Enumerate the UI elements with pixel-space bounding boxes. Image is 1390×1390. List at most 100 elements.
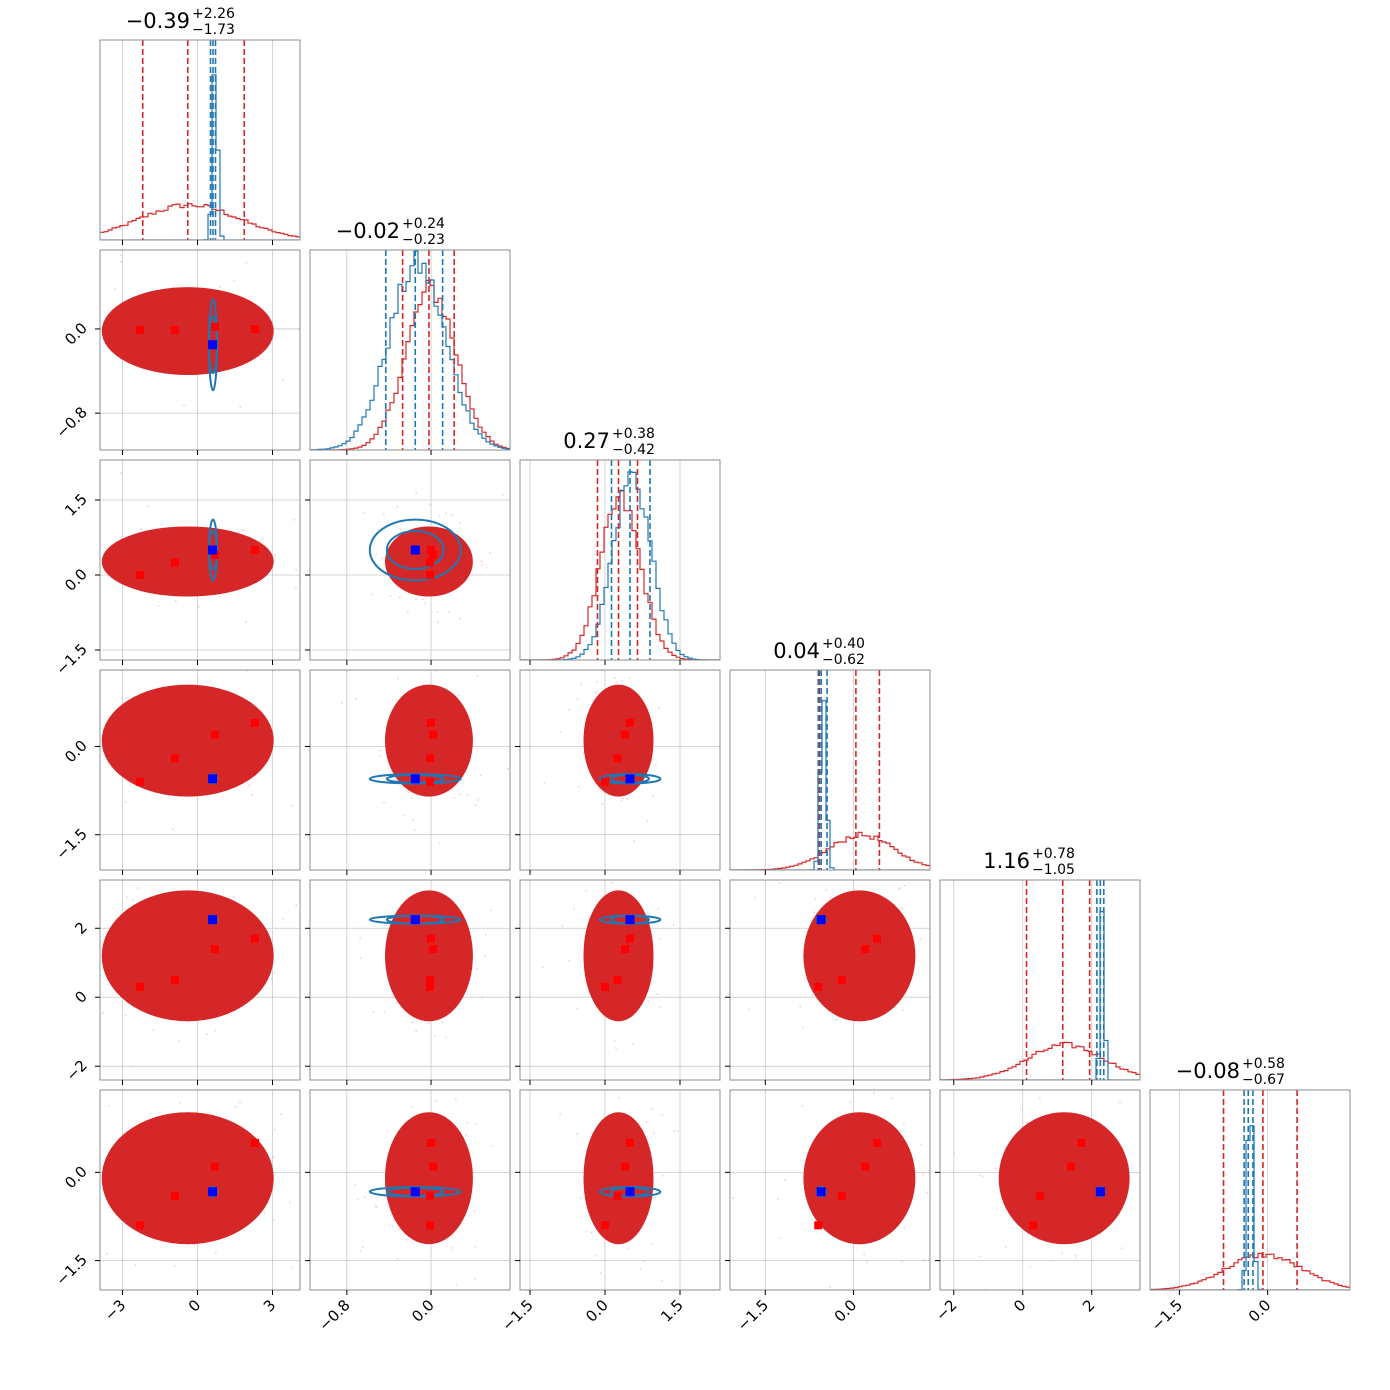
red-marker xyxy=(251,324,259,333)
x-tick-label: 0.0 xyxy=(831,1296,861,1326)
sample-point xyxy=(367,553,369,555)
sample-point xyxy=(132,899,134,902)
sample-point xyxy=(104,546,107,549)
sample-point xyxy=(627,1247,630,1250)
red-marker xyxy=(211,944,219,953)
sample-point xyxy=(105,1252,108,1255)
sample-point xyxy=(657,706,660,709)
scatter-panel-3-0 xyxy=(54,669,301,871)
sample-point xyxy=(295,903,298,906)
sample-point xyxy=(978,1255,981,1258)
sample-point xyxy=(161,523,164,526)
sample-point xyxy=(226,845,228,847)
sample-point xyxy=(459,522,461,525)
sample-point xyxy=(293,518,296,521)
blue-contour xyxy=(385,530,445,570)
sample-point xyxy=(490,909,492,912)
red-contour xyxy=(803,890,916,1022)
sample-point xyxy=(647,1000,650,1003)
sample-point xyxy=(389,594,392,597)
sample-point xyxy=(485,933,488,936)
scatter-panel-2-1 xyxy=(309,459,511,661)
red-marker xyxy=(814,1221,823,1230)
sample-point xyxy=(228,1294,230,1296)
sample-point xyxy=(656,993,658,996)
x-tick-label: 0 xyxy=(185,1296,204,1315)
sample-point xyxy=(576,697,579,700)
x-tick-label: 2 xyxy=(1079,1296,1098,1315)
sample-point xyxy=(245,261,248,264)
sample-point xyxy=(585,1230,587,1233)
sample-point xyxy=(673,924,675,927)
sample-point xyxy=(632,840,635,842)
sample-point xyxy=(778,1237,781,1240)
sample-point xyxy=(174,600,177,603)
red-marker xyxy=(171,1191,179,1200)
sample-point xyxy=(541,966,544,969)
red-contour xyxy=(583,890,654,1022)
blue-contour xyxy=(368,1186,462,1198)
sample-point xyxy=(480,560,483,563)
red-marker xyxy=(626,934,634,943)
panel-title-value: 1.16 xyxy=(983,849,1030,873)
sample-point xyxy=(0,567,1,569)
sample-point xyxy=(1032,1237,1034,1240)
diag-panel-1: −0.02 +0.24−0.23 xyxy=(309,216,511,451)
red-marker xyxy=(429,944,438,953)
sample-point xyxy=(331,1227,333,1229)
sample-point xyxy=(474,804,477,807)
sample-point xyxy=(481,564,484,567)
sample-point xyxy=(579,1197,582,1200)
panel-title-value: −0.39 xyxy=(126,9,190,33)
sample-point xyxy=(114,288,117,291)
sample-point xyxy=(198,605,200,608)
sample-point xyxy=(415,1030,418,1033)
sample-point xyxy=(364,1196,367,1199)
sample-point xyxy=(778,882,781,885)
panel-frame xyxy=(99,1089,301,1291)
sample-point xyxy=(574,653,576,655)
blue-histogram xyxy=(520,471,720,660)
sample-point xyxy=(402,814,405,817)
sample-point xyxy=(643,1260,645,1263)
sample-point xyxy=(283,1086,285,1088)
sample-point xyxy=(125,697,128,699)
sample-point xyxy=(925,1191,928,1194)
x-tick-label: −0.8 xyxy=(315,1296,353,1334)
sample-point xyxy=(863,1253,866,1256)
sample-point xyxy=(179,1102,182,1104)
sample-point xyxy=(130,1065,133,1068)
panel-title-minus: −1.73 xyxy=(192,22,235,38)
sample-point xyxy=(676,1130,679,1133)
sample-point xyxy=(899,887,902,890)
red-marker xyxy=(429,730,438,739)
sample-point xyxy=(147,505,150,507)
sample-point xyxy=(290,1266,293,1269)
red-marker xyxy=(171,754,179,763)
sample-point xyxy=(54,737,56,739)
blue-histogram xyxy=(1150,1125,1350,1290)
panel-frame xyxy=(729,669,931,871)
diag-panel-4: 1.16 +0.78−1.05 xyxy=(939,846,1141,1081)
sample-point xyxy=(436,611,439,614)
scatter-panel-5-1 xyxy=(309,1089,511,1291)
sample-point xyxy=(354,1183,357,1186)
sample-point xyxy=(651,759,654,762)
red-marker xyxy=(1036,1191,1044,1200)
sample-point xyxy=(901,1008,904,1011)
sample-point xyxy=(1029,1266,1032,1269)
scatter-panel-5-4 xyxy=(939,1047,1141,1291)
sample-point xyxy=(54,542,56,544)
sample-point xyxy=(814,897,817,900)
sample-point xyxy=(245,621,247,623)
sample-point xyxy=(391,1224,394,1227)
sample-point xyxy=(481,996,484,999)
sample-point xyxy=(1037,1047,1039,1049)
red-marker xyxy=(601,777,609,786)
sample-point xyxy=(125,896,128,899)
sample-point xyxy=(395,1001,398,1004)
sample-point xyxy=(304,317,306,319)
sample-point xyxy=(398,596,401,599)
red-marker xyxy=(136,1221,144,1230)
sample-point xyxy=(399,528,402,531)
